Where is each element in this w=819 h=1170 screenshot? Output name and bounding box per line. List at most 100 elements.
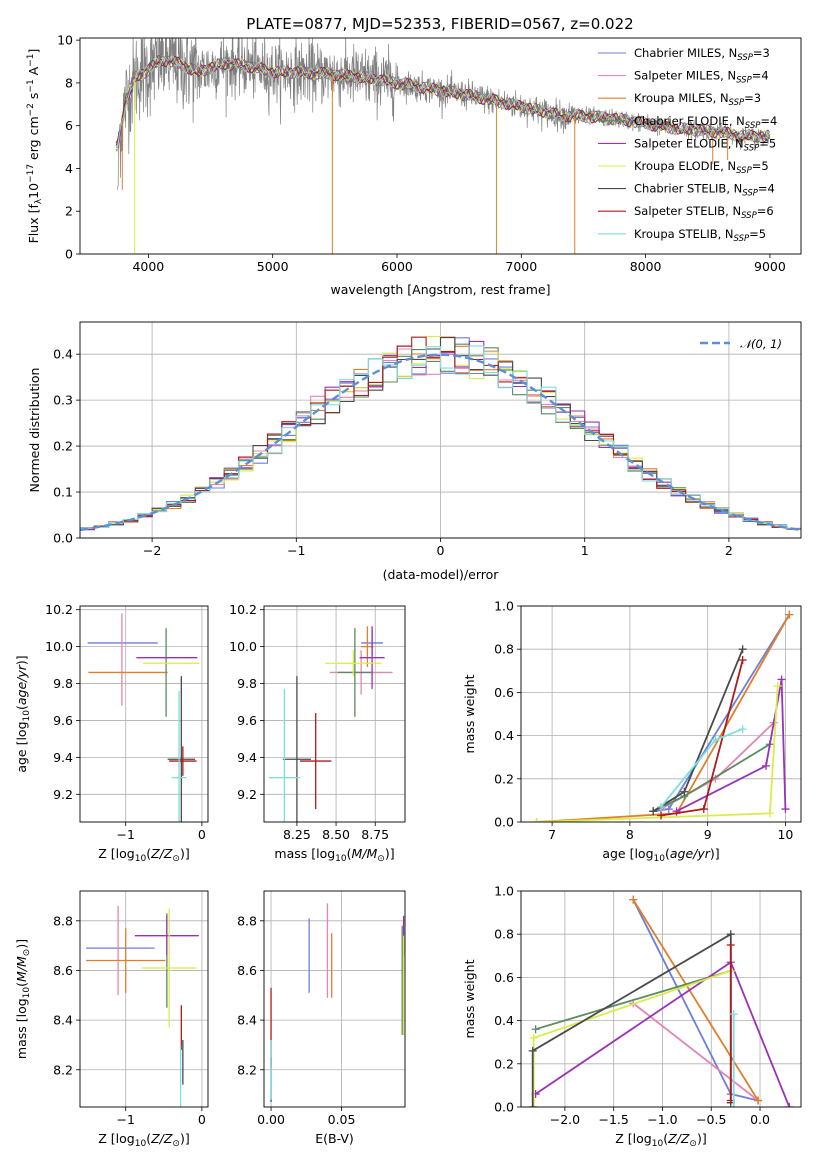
x-tick-label: 9 xyxy=(704,827,712,842)
y-tick-label: 0.0 xyxy=(494,815,514,830)
x-tick-label: −1 xyxy=(287,543,305,558)
y-tick-label: 6 xyxy=(65,118,73,133)
age-vs-Z-ylabel: age [log10(age/yr)] xyxy=(14,655,32,772)
errorbar-point xyxy=(359,626,385,690)
x-tick-label: 7000 xyxy=(505,259,537,274)
y-tick-label: 0.2 xyxy=(494,1056,514,1071)
y-tick-label: 8.4 xyxy=(237,1013,257,1028)
hist-ylabel: Normed distribution xyxy=(27,368,42,493)
massweight-vs-age-grid xyxy=(521,605,801,823)
errorbar-point xyxy=(300,713,332,810)
spectrum-xlabel: wavelength [Angstrom, rest frame] xyxy=(330,282,550,297)
y-tick-label: 2 xyxy=(65,204,73,219)
mass-vs-Z-xlabel: Z [log10(Z/Z⊙)] xyxy=(98,1131,189,1149)
x-tick-label: 0 xyxy=(198,1112,206,1127)
y-tick-label: 1.0 xyxy=(494,884,514,899)
mass-weight-marker xyxy=(729,1010,738,1019)
mass-vs-Z-ticks: −1 0 8.2 8.4 8.6 8.8 xyxy=(53,913,206,1127)
massweight-vs-Z-border xyxy=(520,890,802,1108)
legend-label: Kroupa STELIB, NSSP=5 xyxy=(634,227,766,244)
y-tick-label: 8.8 xyxy=(53,913,73,928)
y-tick-label: 8.8 xyxy=(237,913,257,928)
y-tick-label: 8.2 xyxy=(53,1062,73,1077)
x-tick-label: 8000 xyxy=(630,259,662,274)
mass-weight-marker xyxy=(528,1103,537,1107)
y-tick-label: 10.0 xyxy=(229,639,257,654)
y-tick-label: 9.2 xyxy=(237,787,257,802)
x-tick-label: 8.25 xyxy=(283,827,311,842)
hist-legend-label: 𝒩(0, 1) xyxy=(740,337,782,351)
x-tick-label: 8 xyxy=(626,827,634,842)
figure-title: PLATE=0877, MJD=52353, FIBERID=0567, z=0… xyxy=(246,15,633,33)
mass-vs-Z-grid xyxy=(80,891,208,1107)
y-tick-label: 10.0 xyxy=(45,639,73,654)
hist-border xyxy=(79,321,802,539)
mass-weight-marker xyxy=(738,656,747,664)
legend-label: Chabrier MILES, NSSP=3 xyxy=(634,46,770,63)
age-vs-Z-plot-area xyxy=(87,613,200,822)
mass-weight-marker xyxy=(664,805,673,814)
y-tick-label: 0.8 xyxy=(494,927,514,942)
mass-weight-marker xyxy=(528,1046,537,1055)
errorbar-point xyxy=(282,676,311,822)
legend-label: Salpeter ELODIE, NSSP=5 xyxy=(634,136,776,153)
spectrum-border xyxy=(79,37,802,255)
errorbar-point xyxy=(169,746,197,776)
spectrum-ticks: 4000 5000 6000 7000 8000 9000 0 2 4 6 8 10 xyxy=(57,33,786,274)
y-tick-label: 9.2 xyxy=(53,787,73,802)
mass-weight-marker xyxy=(777,675,786,684)
legend-label: Kroupa ELODIE, NSSP=5 xyxy=(634,159,769,176)
age-vs-mass-xlabel: mass [log10(M/M⊙)] xyxy=(274,846,394,864)
mass-weight-marker xyxy=(649,807,658,816)
errorbar-point xyxy=(141,908,197,1028)
age-vs-mass-plot-area xyxy=(268,626,393,822)
massweight-vs-age-plot-area xyxy=(532,610,794,822)
spectrum-ylabel: Flux [fλ10−17 erg cm−2 s−1 A−1] xyxy=(26,49,44,244)
x-tick-label: 5000 xyxy=(257,259,289,274)
y-tick-label: 10 xyxy=(57,33,73,48)
mass-weight-series xyxy=(632,899,759,1101)
y-tick-label: 10.2 xyxy=(45,602,73,617)
errorbar-point xyxy=(86,928,166,993)
x-tick-label: 2 xyxy=(725,543,733,558)
massweight-vs-age-ylabel: mass weight xyxy=(462,674,477,753)
massweight-vs-age-panel: 7 8 9 10 0.0 0.2 0.4 0.6 0.8 1.0 age [log10(age/yr… xyxy=(462,599,802,864)
y-tick-label: 8.4 xyxy=(53,1013,73,1028)
y-tick-label: 0.6 xyxy=(494,685,514,700)
x-tick-label: −1.0 xyxy=(647,1112,677,1127)
x-tick-label: 9000 xyxy=(754,259,786,274)
legend-label: Chabrier ELODIE, NSSP=4 xyxy=(634,114,777,131)
y-tick-label: 8.2 xyxy=(237,1062,257,1077)
mass-weight-marker xyxy=(726,930,735,939)
mass-weight-series xyxy=(535,970,732,1031)
mass-weight-marker xyxy=(680,787,689,796)
x-tick-label: 0 xyxy=(198,827,206,842)
massweight-vs-Z-ticks: −2.0 −1.5 −1.0 −0.5 0.0 0.0 0.2 0.4 0.6 0.8 1.0 xyxy=(494,884,770,1128)
residual-histogram-ticks: −2 −1 0 1 2 0.0 0.1 0.2 0.3 0.4 xyxy=(53,347,733,558)
age-vs-Z-panel: −1 0 9.2 9.4 9.6 9.8 10.0 10.2 Z [log10(Z/Z⊙)] ag… xyxy=(14,602,209,864)
errorbar-point xyxy=(167,676,196,822)
mass-weight-marker xyxy=(773,681,782,690)
y-tick-label: 9.6 xyxy=(237,713,257,728)
age-vs-Z-xlabel: Z [log10(Z/Z⊙)] xyxy=(98,846,189,864)
y-tick-label: 8.6 xyxy=(237,963,257,978)
x-tick-label: −2 xyxy=(143,543,161,558)
mass-weight-series xyxy=(676,679,787,813)
errorbar-point xyxy=(325,650,382,677)
x-tick-label: −1 xyxy=(116,827,134,842)
y-tick-label: 0.0 xyxy=(494,1100,514,1115)
mass-weight-marker xyxy=(765,809,774,818)
y-tick-label: 9.4 xyxy=(53,750,73,765)
x-tick-label: 0.05 xyxy=(328,1112,356,1127)
x-tick-label: −2.0 xyxy=(550,1112,580,1127)
mass-weight-series xyxy=(536,614,791,822)
spectrum-plot-area xyxy=(115,38,771,254)
y-tick-label: 0 xyxy=(65,247,73,262)
hist-plot-area xyxy=(80,335,801,532)
residual-histogram-panel: −2 −1 0 1 2 0.0 0.1 0.2 0.3 0.4 𝒩(0, 1) (data-model… xyxy=(27,321,802,582)
massweight-vs-age-xlabel: age [log10(age/yr)] xyxy=(602,846,719,864)
y-tick-label: 0.2 xyxy=(494,771,514,786)
y-tick-label: 8.6 xyxy=(53,963,73,978)
mass-vs-Z-border xyxy=(79,890,209,1108)
spectrum-legend: Chabrier MILES, NSSP=3 Salpeter MILES, NS… xyxy=(598,46,777,244)
